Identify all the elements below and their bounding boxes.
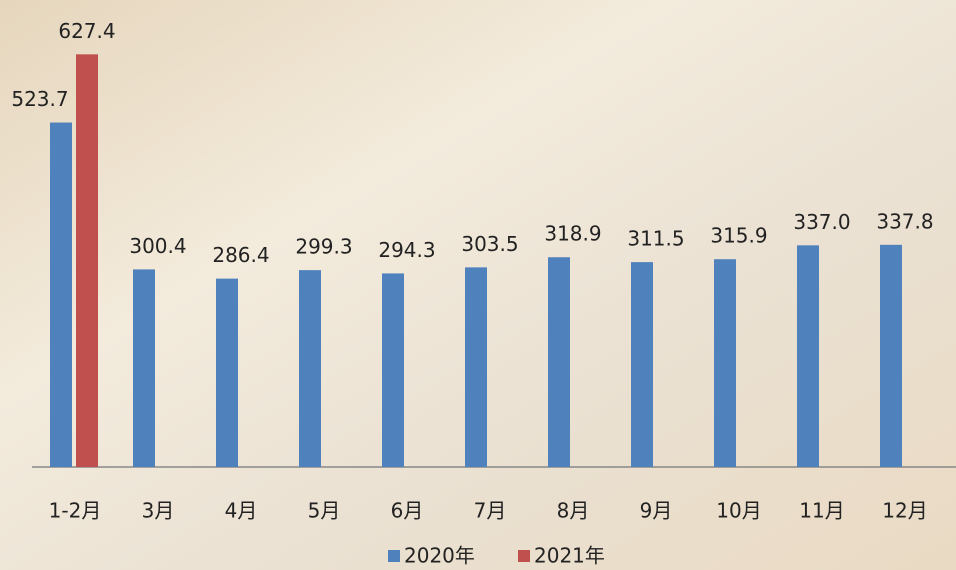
x-tick-label: 4月 [225, 499, 258, 523]
x-tick-label: 3月 [142, 499, 175, 523]
legend-swatch [518, 550, 530, 562]
data-label: 286.4 [212, 243, 269, 267]
x-tick-label: 11月 [799, 499, 844, 523]
data-label: 627.4 [58, 19, 115, 43]
data-label: 303.5 [461, 232, 518, 256]
bar [133, 269, 155, 467]
bar [631, 262, 653, 467]
bar [299, 270, 321, 467]
x-tick-label: 8月 [557, 499, 590, 523]
x-tick-label: 7月 [474, 499, 507, 523]
bar [50, 122, 72, 467]
bar [880, 244, 902, 467]
x-tick-label: 6月 [391, 499, 424, 523]
x-tick-label: 5月 [308, 499, 341, 523]
data-label: 300.4 [129, 234, 186, 258]
bar [76, 54, 98, 467]
bar [548, 257, 570, 467]
data-label: 318.9 [544, 222, 601, 246]
bar [714, 259, 736, 467]
data-label: 299.3 [295, 235, 352, 259]
legend-label: 2020年 [404, 544, 475, 568]
legend-swatch [388, 550, 400, 562]
bar [382, 273, 404, 467]
data-label: 311.5 [627, 227, 684, 251]
bar [797, 245, 819, 467]
bar [465, 267, 487, 467]
x-tick-label: 10月 [716, 499, 761, 523]
x-tick-label: 1-2月 [49, 499, 102, 523]
data-label: 337.0 [793, 210, 850, 234]
data-label: 315.9 [710, 224, 767, 248]
data-label: 523.7 [11, 87, 68, 111]
bar [216, 278, 238, 467]
data-label: 294.3 [378, 238, 435, 262]
legend-label: 2021年 [534, 544, 605, 568]
x-tick-label: 12月 [882, 499, 927, 523]
data-label: 337.8 [876, 209, 933, 233]
x-tick-label: 9月 [640, 499, 673, 523]
